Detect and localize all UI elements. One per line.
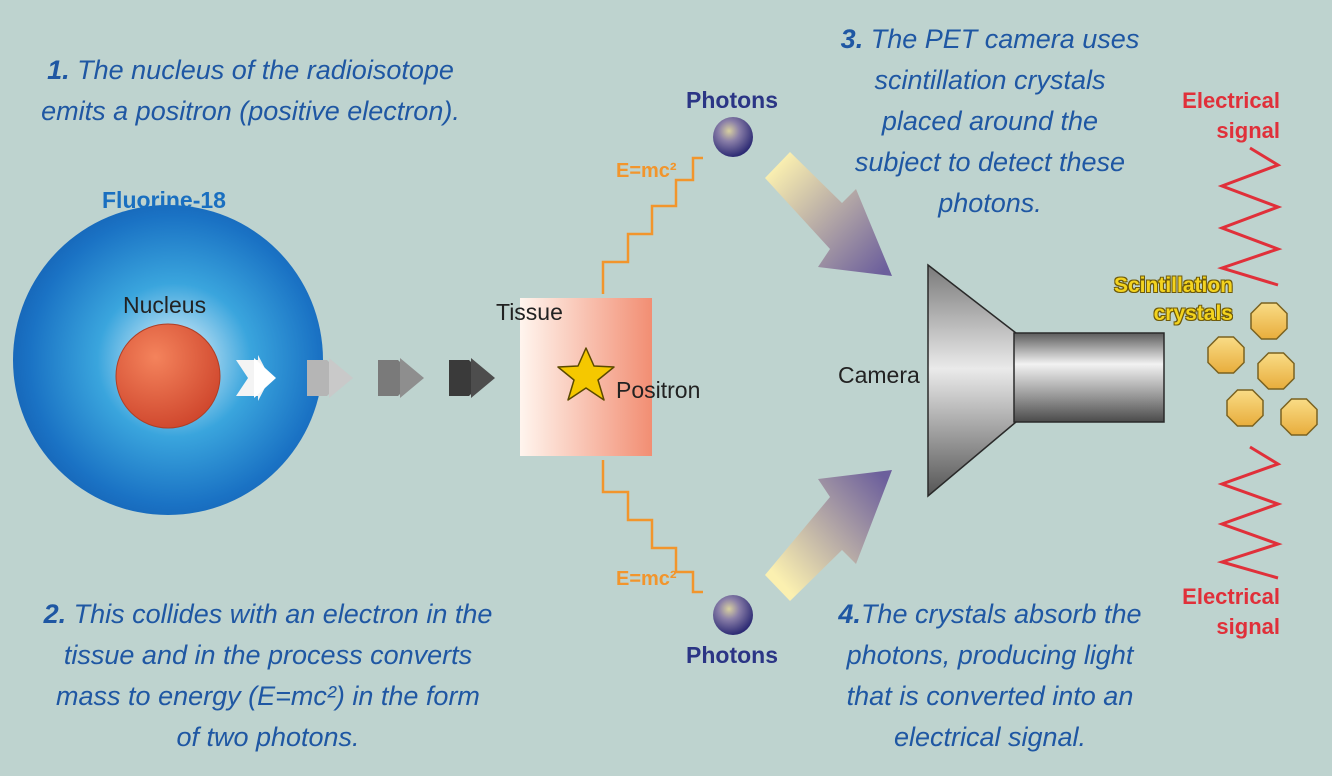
- pet-camera-cone-icon: [927, 263, 1017, 498]
- positron-arrow-icon: [307, 358, 353, 398]
- positron-arrow-icon: [449, 358, 495, 398]
- step-4-line: that is converted into an: [846, 681, 1134, 711]
- scintillation-crystal-icon: [1207, 336, 1245, 374]
- step-2-number: 2.: [43, 599, 67, 629]
- positron-star-icon: [557, 347, 615, 401]
- step-4-line: electrical signal.: [893, 722, 1087, 752]
- energy-wave-bottom-icon: [601, 460, 703, 594]
- photon-top-icon: [713, 117, 753, 157]
- step-4-line: photons, producing light: [846, 640, 1134, 670]
- positron-label: Positron: [616, 377, 701, 403]
- electrical-signal-top-icon: [1217, 146, 1283, 287]
- step-4-text: 4.The crystals absorb the photons, produ…: [830, 594, 1150, 758]
- positron-arrow-icon: [236, 355, 276, 401]
- pet-camera-tube-icon: [1013, 332, 1165, 423]
- electrical-label-line: signal: [1216, 614, 1280, 639]
- scintillation-crystals-label: Scintillation crystals: [1100, 272, 1233, 328]
- step-2-line: tissue and in the process converts: [63, 640, 473, 670]
- electrical-label-line: signal: [1216, 118, 1280, 143]
- camera-label: Camera: [838, 362, 920, 388]
- step-1-number: 1.: [47, 55, 70, 85]
- nucleus-icon: [115, 323, 221, 429]
- step-2-text: 2. This collides with an electron in the…: [18, 594, 518, 758]
- positron-arrow-icon: [378, 358, 424, 398]
- light-arrow-top-icon: [765, 152, 892, 276]
- scintillation-crystal-icon: [1226, 389, 1264, 427]
- electrical-label-line: Electrical: [1182, 88, 1280, 113]
- step-1-line: The nucleus of the radioisotope: [77, 55, 454, 85]
- step-3-line: placed around the: [881, 106, 1099, 136]
- photons-top-label: Photons: [686, 87, 778, 113]
- step-3-line: photons.: [938, 188, 1042, 218]
- electrical-signal-bottom-icon: [1216, 445, 1283, 580]
- fluorine-label: Fluorine-18: [102, 187, 226, 213]
- scintillation-crystal-icon: [1250, 302, 1288, 340]
- energy-top-label: E=mc²: [616, 160, 677, 182]
- step-2-line: This collides with an electron in the: [73, 599, 493, 629]
- electrical-signal-top-label: Electrical signal: [1160, 86, 1280, 146]
- electrical-signal-bottom-label: Electrical signal: [1160, 582, 1280, 642]
- photon-bottom-icon: [713, 595, 753, 635]
- step-2-line: of two photons.: [176, 722, 360, 752]
- step-3-line: subject to detect these: [854, 147, 1126, 177]
- electrical-label-line: Electrical: [1182, 584, 1280, 609]
- step-2-line: mass to energy (E=mc²) in the form: [56, 681, 480, 711]
- photons-bottom-label: Photons: [686, 642, 778, 668]
- light-arrow-bottom-icon: [765, 470, 892, 601]
- step-3-text: 3. The PET camera uses scintillation cry…: [830, 19, 1150, 224]
- nucleus-label: Nucleus: [123, 292, 207, 318]
- energy-bottom-label: E=mc²: [616, 568, 677, 590]
- step-4-number: 4.: [838, 599, 861, 629]
- tissue-label: Tissue: [496, 299, 563, 325]
- energy-wave-top-icon: [601, 156, 703, 294]
- step-3-number: 3.: [840, 24, 864, 54]
- scintillation-crystal-icon: [1280, 398, 1318, 436]
- step-3-line: scintillation crystals: [874, 65, 1106, 95]
- scintillation-label-line: Scintillation: [1113, 274, 1233, 297]
- scintillation-label-line: crystals: [1153, 302, 1233, 325]
- scintillation-crystal-icon: [1257, 352, 1295, 390]
- step-1-text: 1. The nucleus of the radioisotope emits…: [18, 50, 483, 132]
- step-3-line: The PET camera uses: [870, 24, 1140, 54]
- step-4-line: The crystals absorb the: [860, 599, 1142, 629]
- step-1-line: emits a positron (positive electron).: [41, 96, 460, 126]
